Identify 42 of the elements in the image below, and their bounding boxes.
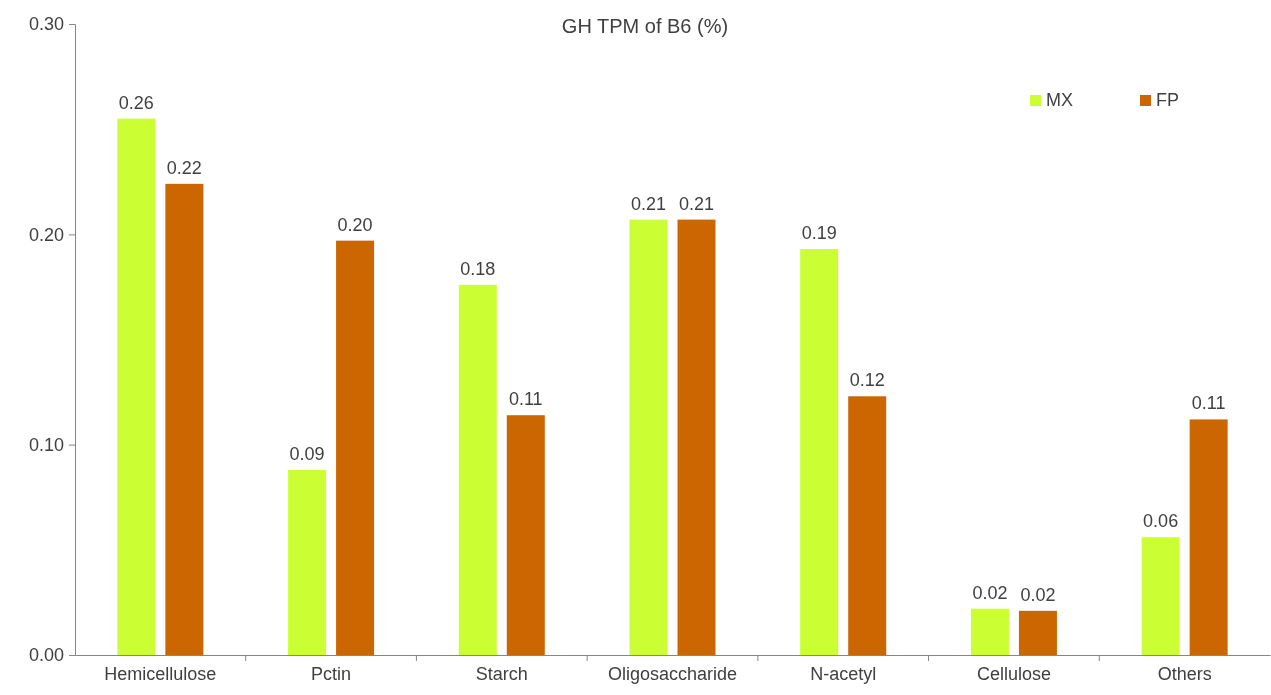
y-tick-label: 0.00 [28, 645, 64, 666]
x-tick-label: Others [1157, 663, 1212, 684]
legend-label: MX [1046, 90, 1073, 110]
data-label: 0.21 [630, 193, 667, 214]
data-label: 0.11 [508, 389, 543, 410]
bar [1189, 419, 1228, 655]
y-tick-label: 0.10 [28, 434, 64, 455]
bar [506, 415, 545, 655]
x-tick-label: Cellulose [976, 663, 1051, 684]
data-label: 0.22 [166, 157, 202, 178]
data-label: 0.19 [801, 223, 837, 244]
x-tick-label: Pctin [311, 663, 352, 684]
x-tick-label: Oligosaccharide [607, 663, 738, 684]
bar [288, 469, 327, 655]
data-label: 0.20 [337, 214, 373, 235]
bar [848, 396, 887, 655]
bar [1141, 537, 1180, 655]
bar [800, 249, 839, 655]
data-label: 0.02 [972, 582, 1008, 603]
data-label: 0.12 [849, 370, 885, 391]
x-tick-label: Hemicellulose [104, 663, 217, 684]
y-tick-label: 0.20 [28, 224, 64, 245]
x-tick-label: Starch [475, 663, 528, 684]
y-tick-label: 0.30 [28, 14, 64, 35]
bar [165, 183, 204, 655]
data-label: 0.11 [1191, 393, 1226, 414]
x-tick-label: N-acetyl [810, 663, 877, 684]
data-label: 0.06 [1143, 511, 1179, 532]
bar [117, 118, 156, 655]
data-label: 0.09 [289, 443, 325, 464]
data-label: 0.26 [118, 92, 154, 113]
bar [677, 219, 716, 655]
bar [336, 240, 375, 655]
legend-label: FP [1156, 90, 1180, 110]
data-label: 0.21 [678, 193, 715, 214]
bar [458, 284, 497, 655]
bar [629, 219, 668, 655]
data-label: 0.02 [1020, 584, 1056, 605]
bar [970, 608, 1009, 655]
data-label: 0.18 [460, 258, 496, 279]
bar [1018, 610, 1057, 655]
chart-title: GH TPM of B6 (%) [561, 15, 729, 37]
